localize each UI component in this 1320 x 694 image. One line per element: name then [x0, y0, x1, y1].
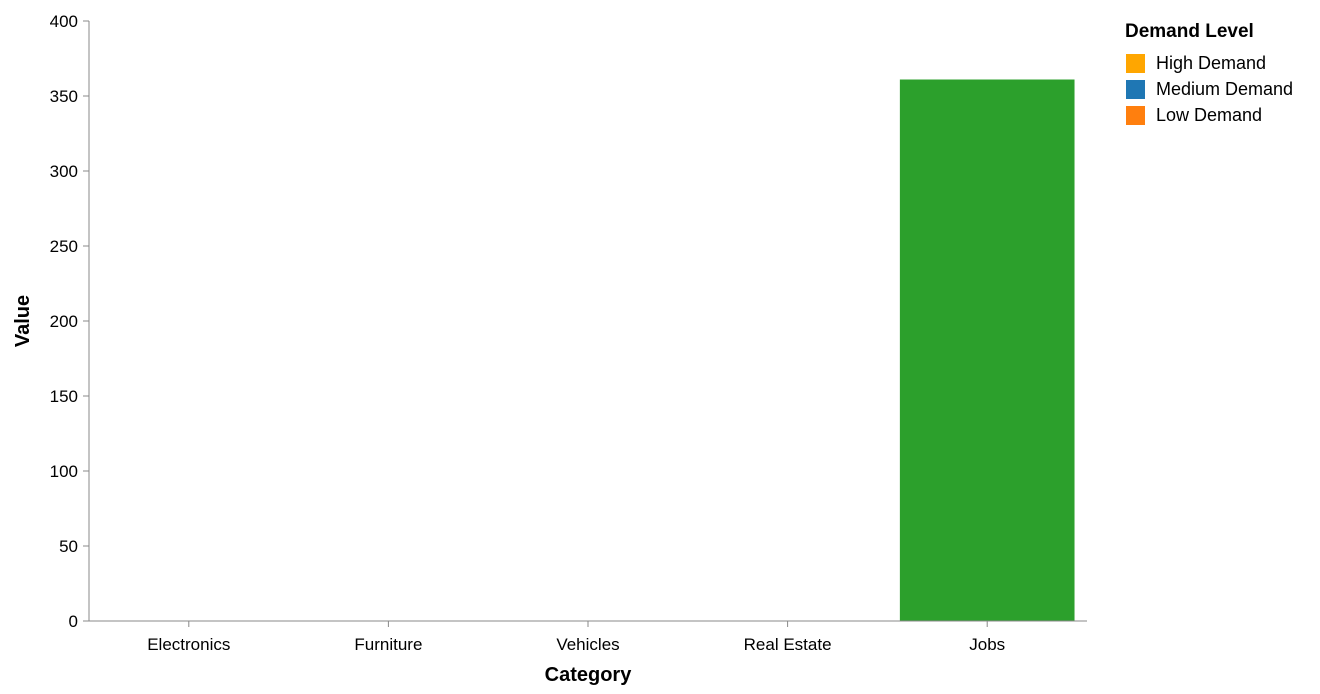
y-tick-label: 350 — [50, 87, 78, 106]
legend-swatch — [1126, 54, 1145, 73]
x-axis-title: Category — [545, 664, 633, 686]
legend-items: High Demand Medium Demand Low Demand — [1126, 53, 1293, 125]
x-tick-label: Electronics — [147, 635, 230, 654]
legend: Demand Level High Demand Medium Demand Low… — [1125, 21, 1293, 125]
y-tick-label: 300 — [50, 162, 78, 181]
y-axis-title: Value — [12, 295, 34, 347]
legend-label: Low Demand — [1156, 105, 1262, 125]
y-tick-label: 150 — [50, 387, 78, 406]
legend-label: High Demand — [1156, 53, 1266, 73]
y-tick-label: 400 — [50, 12, 78, 31]
y-tick-label: 100 — [50, 462, 78, 481]
legend-title: Demand Level — [1125, 21, 1254, 42]
legend-label: Medium Demand — [1156, 79, 1293, 99]
x-axis: Electronics Furniture Vehicles Real Estate J… — [89, 620, 1087, 654]
y-tick-label: 50 — [59, 537, 78, 556]
y-tick-label: 250 — [50, 237, 78, 256]
x-tick-label: Real Estate — [744, 635, 832, 654]
y-axis: 0 50 100 150 200 250 300 350 400 — [50, 12, 90, 631]
legend-swatch — [1126, 80, 1145, 99]
y-tick-label: 0 — [69, 612, 78, 631]
x-tick-label: Vehicles — [556, 635, 619, 654]
y-tick-label: 200 — [50, 312, 78, 331]
bar — [899, 79, 1075, 621]
legend-swatch — [1126, 106, 1145, 125]
x-tick-label: Furniture — [354, 635, 422, 654]
bars-layer — [899, 79, 1075, 621]
x-tick-label: Jobs — [969, 635, 1005, 654]
